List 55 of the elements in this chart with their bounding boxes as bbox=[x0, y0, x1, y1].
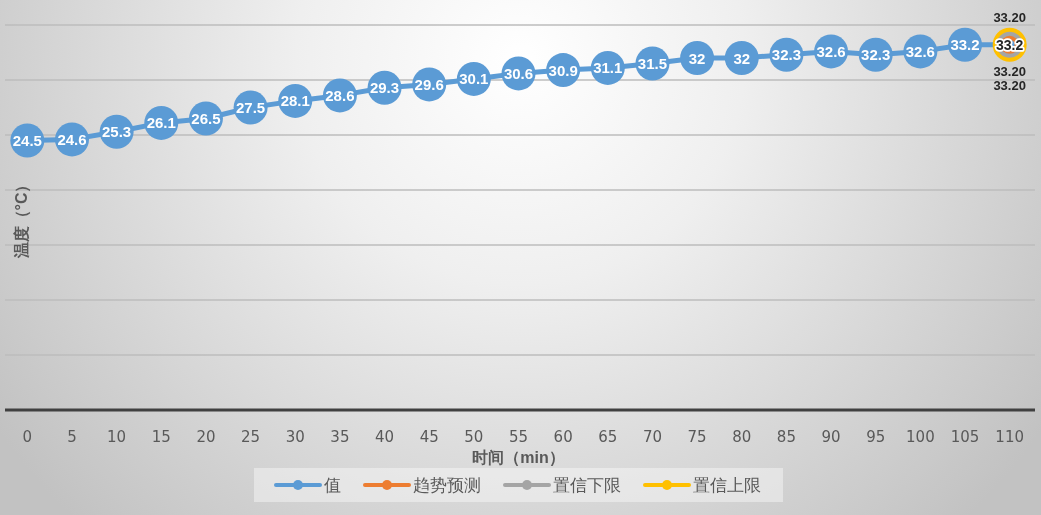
x-tick-label: 0 bbox=[22, 428, 33, 446]
y-axis-title: 温度（°C） bbox=[11, 176, 31, 260]
x-tick-label: 80 bbox=[732, 428, 752, 446]
data-label: 31.1 bbox=[593, 59, 623, 77]
x-tick-label: 50 bbox=[464, 428, 484, 446]
x-tick-label: 15 bbox=[151, 428, 171, 446]
x-tick-label: 45 bbox=[419, 428, 439, 446]
x-tick-label: 30 bbox=[285, 428, 305, 446]
data-label: 32.3 bbox=[771, 46, 802, 64]
data-label: 31.5 bbox=[637, 55, 668, 72]
data-label: 24.5 bbox=[12, 132, 42, 149]
data-label: 29.3 bbox=[369, 79, 400, 97]
x-tick-label: 20 bbox=[196, 428, 216, 446]
data-label: 24.6 bbox=[57, 130, 87, 148]
x-tick-label: 85 bbox=[776, 428, 796, 446]
x-tick-label: 90 bbox=[821, 428, 841, 446]
data-label: 32 bbox=[688, 49, 706, 67]
x-tick-label: 110 bbox=[995, 428, 1024, 446]
data-label: 27.5 bbox=[235, 99, 266, 116]
data-label: 33.20 bbox=[993, 10, 1026, 26]
x-tick-label: 40 bbox=[375, 428, 395, 446]
legend-label: 值 bbox=[324, 475, 341, 495]
x-tick-label: 75 bbox=[687, 428, 707, 446]
x-tick-label: 35 bbox=[330, 428, 350, 446]
x-tick-label: 60 bbox=[553, 428, 573, 446]
data-label: 33.2 bbox=[996, 36, 1024, 53]
x-tick-label: 55 bbox=[508, 428, 529, 446]
data-label: 33.20 bbox=[993, 64, 1026, 80]
data-label: 30.9 bbox=[548, 61, 578, 79]
data-label: 32.3 bbox=[861, 46, 891, 64]
x-tick-label: 10 bbox=[107, 428, 127, 446]
x-tick-label: 65 bbox=[598, 428, 618, 446]
x-tick-label: 100 bbox=[906, 428, 935, 446]
data-label: 32 bbox=[733, 49, 751, 67]
x-tick-label: 95 bbox=[866, 428, 886, 446]
legend-label: 置信下限 bbox=[553, 475, 621, 495]
data-label: 28.6 bbox=[325, 86, 355, 104]
legend-label: 置信上限 bbox=[693, 475, 761, 495]
data-label: 32.6 bbox=[905, 42, 935, 60]
data-label: 29.6 bbox=[414, 75, 444, 93]
data-label: 32.6 bbox=[816, 42, 846, 60]
x-axis-title: 时间（min） bbox=[472, 448, 565, 467]
data-label: 25.3 bbox=[102, 123, 132, 141]
data-label: 30.1 bbox=[459, 70, 489, 88]
data-label: 26.5 bbox=[191, 110, 221, 127]
x-tick-label: 25 bbox=[241, 428, 261, 446]
data-label: 33.2 bbox=[950, 36, 980, 54]
data-label: 30.6 bbox=[503, 64, 534, 82]
data-label: 33.20 bbox=[993, 78, 1026, 94]
x-tick-label: 105 bbox=[950, 428, 980, 446]
x-tick-label: 5 bbox=[67, 428, 77, 446]
data-label: 28.1 bbox=[280, 92, 310, 110]
legend-label: 趋势预测 bbox=[413, 475, 481, 495]
data-label: 26.1 bbox=[146, 114, 176, 132]
x-tick-label: 70 bbox=[642, 428, 662, 446]
